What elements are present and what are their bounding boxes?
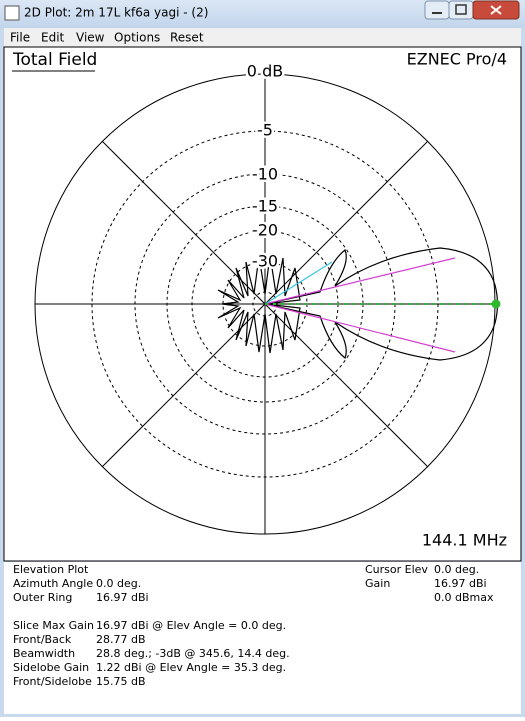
menu-item[interactable]: View bbox=[76, 31, 105, 45]
window-controls bbox=[424, 0, 520, 20]
info-value: 16.97 dBi bbox=[96, 591, 149, 604]
info-panel bbox=[4, 562, 521, 714]
info-value: 1.22 dBi @ Elev Angle = 35.3 deg. bbox=[96, 661, 286, 674]
info-value: 0.0 dBmax bbox=[434, 591, 494, 604]
minimize-button[interactable] bbox=[424, 0, 450, 20]
menu-bar bbox=[4, 28, 521, 47]
info-value: 28.77 dB bbox=[96, 633, 146, 646]
ring-label: -5 bbox=[257, 121, 273, 140]
info-label: Gain bbox=[365, 577, 390, 590]
sidelobe-line bbox=[264, 261, 333, 305]
info-label: Front/Back bbox=[13, 633, 72, 646]
info-label: Outer Ring bbox=[13, 591, 72, 604]
ring-label: -30 bbox=[252, 252, 278, 271]
info-label: Azimuth Angle bbox=[13, 577, 93, 590]
ring-label: 0 dB bbox=[247, 62, 283, 81]
info-label: Slice Max Gain bbox=[13, 619, 94, 632]
beamwidth-line bbox=[264, 257, 456, 305]
info-value: 0.0 deg. bbox=[434, 563, 479, 576]
plot-title: Total Field bbox=[12, 50, 97, 70]
info-value: 28.8 deg.; -3dB @ 345.6, 14.4 deg. bbox=[96, 647, 290, 660]
info-value: 15.75 dB bbox=[96, 675, 146, 688]
menu-item[interactable]: Edit bbox=[41, 31, 65, 45]
maximize-button[interactable] bbox=[448, 0, 474, 20]
frequency: 144.1 MHz bbox=[422, 531, 507, 550]
brand: EZNEC Pro/4 bbox=[407, 50, 507, 69]
ring-label: -10 bbox=[252, 165, 278, 184]
info-label: Cursor Elev bbox=[365, 563, 428, 576]
menu-item[interactable]: File bbox=[10, 31, 30, 45]
ring-label: -20 bbox=[252, 221, 278, 240]
info-label: Sidelobe Gain bbox=[13, 661, 89, 674]
ring-label: -15 bbox=[252, 197, 278, 216]
menu-item[interactable]: Reset bbox=[170, 31, 204, 45]
info-label: Beamwidth bbox=[13, 647, 75, 660]
window-title: 2D Plot: 2m 17L kf6a yagi - (2) bbox=[24, 6, 208, 20]
info-label: Front/Sidelobe bbox=[13, 675, 92, 688]
cursor-marker bbox=[491, 299, 501, 309]
beamwidth-line bbox=[264, 303, 456, 353]
plot-type: Elevation Plot bbox=[13, 563, 89, 576]
menu-item[interactable]: Options bbox=[114, 31, 160, 45]
info-value: 0.0 deg. bbox=[96, 577, 141, 590]
app-icon bbox=[4, 5, 20, 21]
info-value: 16.97 dBi @ Elev Angle = 0.0 deg. bbox=[96, 619, 286, 632]
info-value: 16.97 dBi bbox=[434, 577, 487, 590]
